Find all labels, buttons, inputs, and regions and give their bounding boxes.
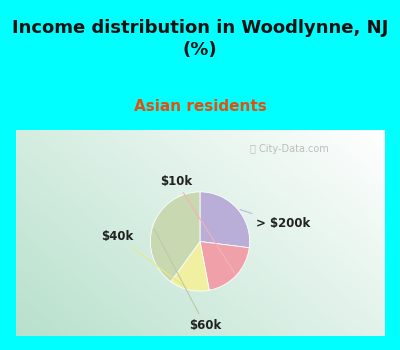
Wedge shape — [200, 241, 249, 290]
Text: ⓘ City-Data.com: ⓘ City-Data.com — [250, 144, 329, 154]
Text: > $200k: > $200k — [240, 210, 310, 230]
Wedge shape — [171, 241, 209, 291]
Text: $10k: $10k — [160, 175, 235, 273]
Text: Asian residents: Asian residents — [134, 99, 266, 114]
Text: $60k: $60k — [154, 229, 221, 332]
Wedge shape — [150, 192, 200, 282]
Text: $40k: $40k — [101, 230, 187, 288]
Text: Income distribution in Woodlynne, NJ
(%): Income distribution in Woodlynne, NJ (%) — [12, 19, 388, 59]
Wedge shape — [200, 192, 250, 248]
